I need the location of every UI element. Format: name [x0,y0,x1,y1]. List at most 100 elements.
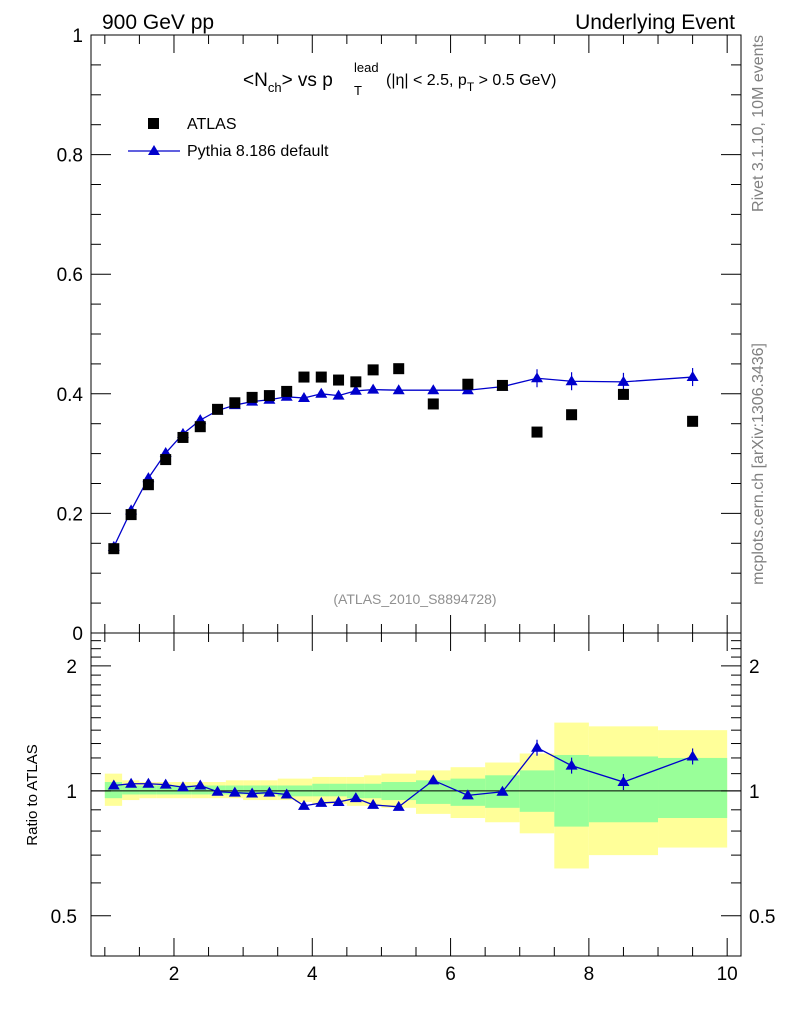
atlas-point [566,409,578,421]
uncertainty-band-green [329,783,347,797]
atlas-point [142,479,154,491]
atlas-point [246,391,258,403]
ratio-point [107,779,120,790]
ratio-ylabel: Ratio to ATLAS [24,744,41,845]
ratio-point [617,776,630,787]
atlas-point [350,376,362,388]
side-text-rivet: Rivet 3.1.10, 10M events [750,35,767,212]
pythia-point [367,383,380,394]
ratio-point [461,789,474,800]
y-tick-label: 0.2 [57,504,83,525]
ratio-point [142,777,155,788]
atlas-point [427,398,439,410]
y-tick-label: 0.6 [57,265,83,286]
pythia-point [531,372,544,383]
uncertainty-band-green [122,785,140,795]
analysis-watermark: (ATLAS_2010_S8894728) [333,591,496,607]
legend-pythia-label: Pythia 8.186 default [187,143,329,160]
header-left: 900 GeV pp [102,11,214,34]
y-tick-label: 0 [72,624,83,645]
main-panel: 0 0.2 0.4 0.6 0.8 1 <Nch> vs p lead T (|η| < … [57,26,742,645]
atlas-point [263,390,275,402]
plot-title: <Nch> vs p [243,70,333,95]
y-tick-label: 0.4 [57,385,84,406]
ratio-y-tick-label-right: 1 [749,782,760,803]
ratio-ticks: 0.5 0.5 1 1 2 2 2 4 6 8 10 [51,633,775,985]
ratio-point [565,759,578,770]
uncertainty-band-green [312,783,330,797]
atlas-point [298,371,310,383]
uncertainty-band-green [104,782,123,799]
ratio-y-tick-label-left: 0.5 [51,907,77,928]
title-n: <N [243,70,268,91]
atlas-point [687,415,699,427]
ratio-point [263,786,276,797]
x-tick-label: 8 [584,964,595,985]
title-T: T [354,83,362,98]
ratio-point [315,796,328,807]
x-tick-label: 2 [169,964,180,985]
pythia-point [332,389,345,400]
ratio-point [367,798,380,809]
ratio-point [194,779,207,790]
ratio-point [427,774,440,785]
atlas-point [496,379,508,391]
atlas-point [177,431,189,443]
ratio-point [297,799,310,810]
atlas-point [617,388,629,400]
atlas-point [108,543,120,555]
pythia-point [349,384,362,395]
atlas-point [367,364,379,376]
ratio-point [496,785,509,796]
ratio-point [211,785,224,796]
uncertainty-band-green [139,785,157,795]
atlas-point [212,403,224,415]
atlas-point [229,397,241,409]
ratio-y-tick-label-left: 1 [66,782,77,803]
title-cut-T: T [467,80,475,94]
atlas-point [160,454,172,466]
atlas-point [194,421,206,433]
header-right: Underlying Event [575,11,735,34]
pythia-point [297,391,310,402]
ratio-point [125,777,138,788]
uncertainty-band-green [191,785,209,795]
ratio-y-tick-label-right: 2 [749,657,760,678]
ratio-point [332,795,345,806]
atlas-point [531,426,543,438]
pythia-point [686,371,699,382]
main-marks [107,363,699,555]
ratio-panel: 0.5 0.5 1 1 2 2 2 4 6 8 10 Ratio to ATLAS [24,632,775,985]
ratio-point [531,741,544,752]
atlas-point [462,378,474,390]
ratio-y-tick-label-right: 0.5 [749,907,775,928]
title-lead: lead [354,60,379,75]
ratio-bands [91,722,741,869]
uncertainty-band-green [658,757,728,819]
title-cuts: (|η| < 2.5, pT > 0.5 GeV) [386,72,556,94]
pythia-point [565,375,578,386]
legend-pythia-marker [148,145,160,155]
title-ch: ch [268,80,282,95]
ratio-point [246,787,259,798]
x-tick-label: 4 [307,964,318,985]
x-tick-label: 6 [445,964,456,985]
pythia-point [427,384,440,395]
title-cut1: (|η| < 2.5, p [386,72,467,89]
pythia-point [617,375,630,386]
title-cut2: > 0.5 GeV) [474,72,556,89]
y-tick-label: 1 [72,26,83,47]
side-text-mcplots: mcplots.cern.ch [arXiv:1306.3436] [750,343,767,585]
ratio-point [159,778,172,789]
atlas-point [393,363,405,375]
pythia-point [315,387,328,398]
legend-atlas-label: ATLAS [187,116,237,133]
ratio-point [228,786,241,797]
main-ticks: 0 0.2 0.4 0.6 0.8 1 [57,26,741,645]
ratio-point [392,800,405,811]
ratio-marks [107,739,699,811]
legend: ATLAS Pythia 8.186 default [128,116,329,160]
x-tick-label: 10 [717,964,738,985]
uncertainty-band-green [156,785,174,795]
